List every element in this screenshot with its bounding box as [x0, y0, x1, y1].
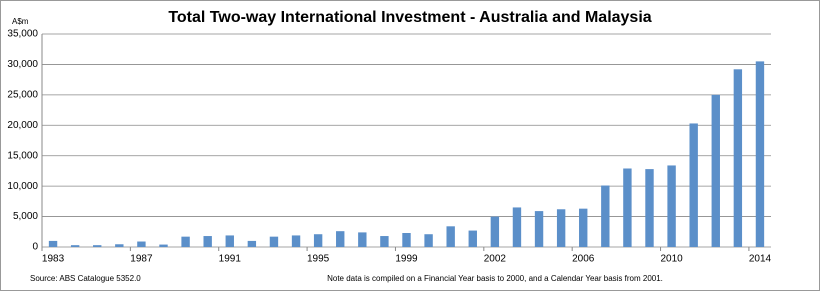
note: Note data is compiled on a Financial Yea… — [327, 274, 663, 283]
bar — [402, 233, 411, 247]
bar — [137, 241, 146, 247]
y-tick-label: 35,000 — [7, 29, 38, 40]
bar — [512, 207, 522, 247]
x-tick-label: 2010 — [660, 254, 683, 265]
y-tick-label: 15,000 — [7, 150, 38, 161]
x-tick-label: 2014 — [749, 254, 772, 265]
bar — [70, 245, 80, 247]
y-tick-label: 0 — [32, 242, 38, 253]
bar — [623, 168, 632, 247]
bar — [225, 235, 234, 247]
bar — [645, 169, 654, 247]
y-tick-label: 25,000 — [7, 89, 38, 100]
y-tick-label: 30,000 — [7, 59, 38, 70]
bar — [203, 236, 212, 247]
bar — [424, 234, 433, 247]
bar — [534, 211, 544, 247]
x-tick-label: 2006 — [572, 254, 595, 265]
chart-title: Total Two-way International Investment -… — [168, 9, 651, 26]
bar — [490, 216, 500, 247]
bar — [556, 209, 566, 247]
y-tick-label: 10,000 — [7, 181, 38, 192]
x-tick-label: 1983 — [42, 254, 65, 265]
x-tick-label: 1987 — [130, 254, 153, 265]
bar — [313, 234, 323, 247]
bar — [93, 245, 102, 247]
bar — [269, 236, 279, 247]
bar — [579, 208, 588, 247]
bar — [115, 244, 124, 247]
x-tick-label: 2002 — [484, 254, 507, 265]
bar — [181, 236, 190, 247]
bar — [689, 123, 698, 247]
y-axis-label: A$m — [12, 17, 29, 26]
bar — [733, 69, 743, 247]
bar — [380, 236, 389, 247]
x-tick-label: 1991 — [219, 254, 242, 265]
bar — [336, 231, 345, 247]
x-tick-label: 1995 — [307, 254, 330, 265]
bar — [48, 240, 58, 247]
bar — [667, 165, 676, 247]
bar — [159, 244, 168, 247]
bar — [755, 61, 765, 248]
y-tick-label: 5,000 — [13, 211, 38, 222]
x-tick-label: 1999 — [395, 254, 418, 265]
bar — [601, 185, 610, 247]
bar — [446, 226, 455, 247]
bar — [711, 94, 720, 247]
bar — [291, 235, 301, 247]
source: Source: ABS Catalogue 5352.0 — [30, 274, 141, 283]
bar — [358, 232, 367, 247]
bar — [247, 240, 257, 247]
bar — [468, 230, 477, 247]
y-tick-label: 20,000 — [7, 120, 38, 131]
